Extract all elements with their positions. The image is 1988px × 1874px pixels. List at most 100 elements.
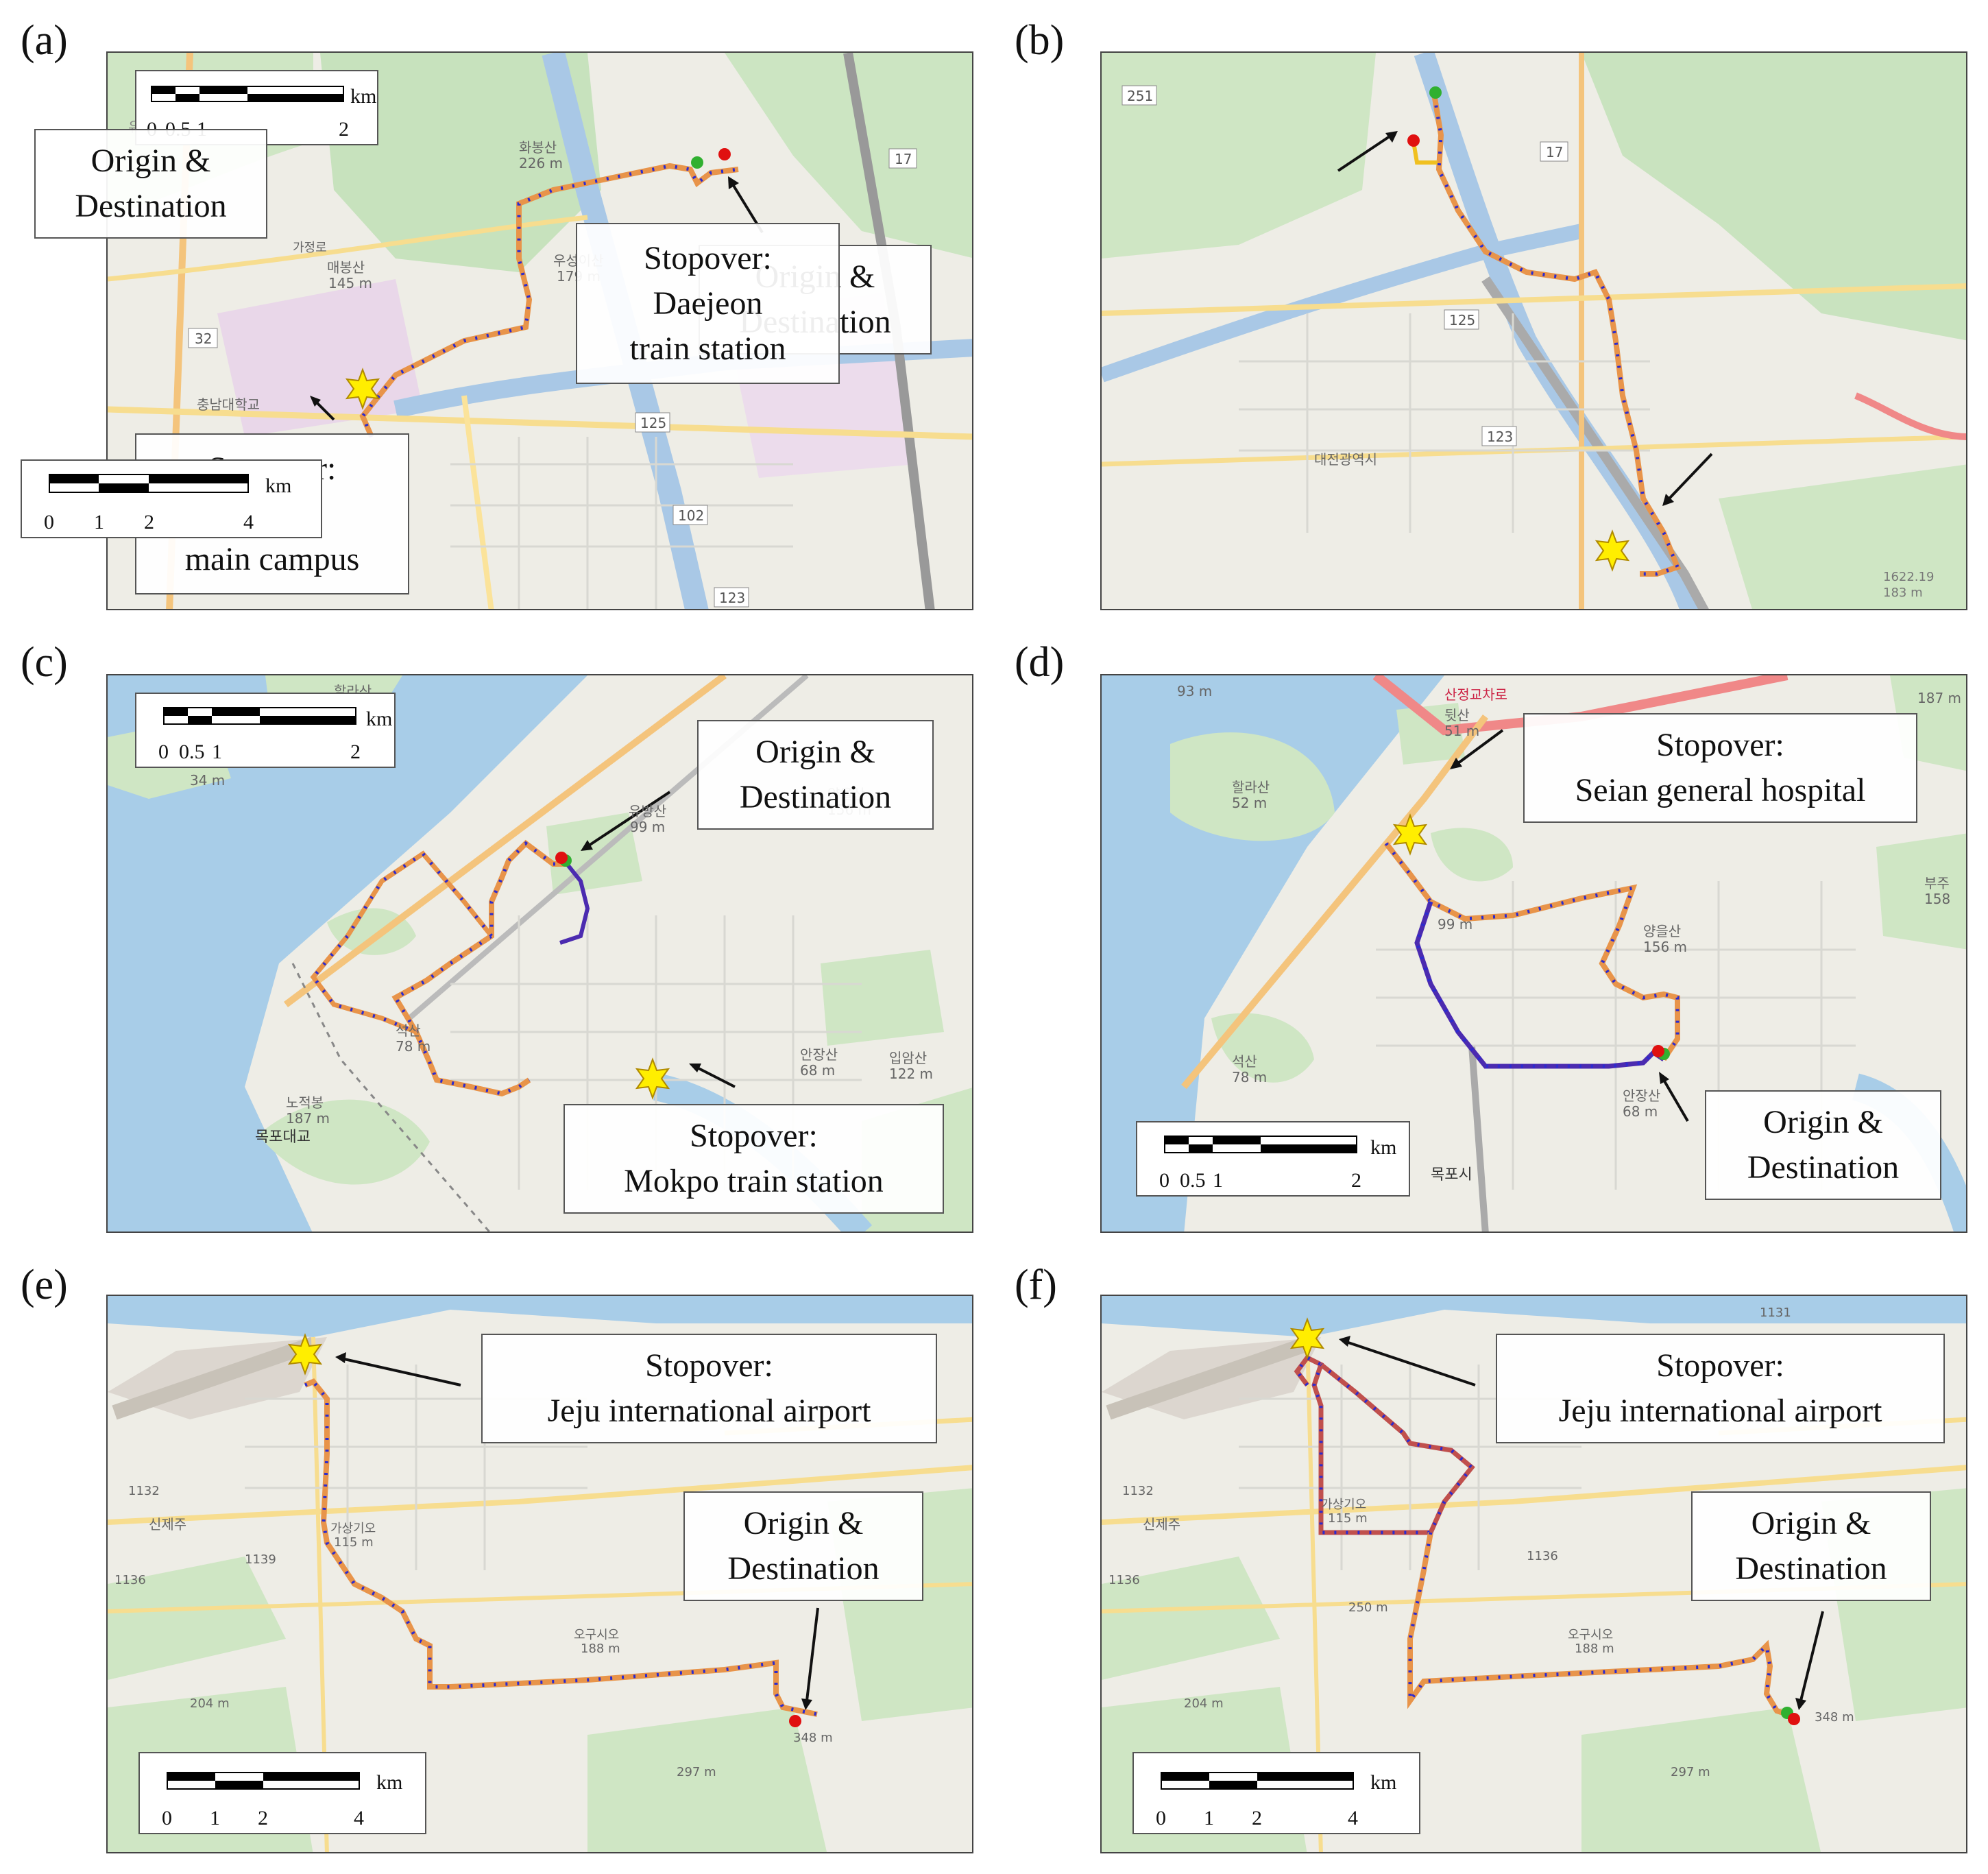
svg-text:99 m: 99 m	[1438, 916, 1472, 933]
svg-text:251: 251	[1127, 88, 1153, 104]
svg-text:목포시: 목포시	[1431, 1166, 1472, 1184]
map-panel-b[interactable]: 251 125 123 17 대전광역시 1622.19 183 m	[1100, 51, 1967, 610]
scale-bar-b: 0 1 2 4 km	[21, 459, 322, 538]
callout-line: Stopover:	[1656, 1347, 1784, 1384]
stopover-star-icon	[635, 1057, 670, 1100]
scale-tick: 2	[144, 511, 154, 533]
svg-text:1136: 1136	[1108, 1573, 1140, 1587]
callout-stopover-e: Stopover: Jeju international airport	[481, 1334, 937, 1443]
svg-text:대전광역시: 대전광역시	[1314, 451, 1377, 468]
callout-line: Origin &	[743, 1505, 864, 1541]
scale-bar-c: 0 0.5 1 2 km	[135, 693, 396, 768]
scale-tick: 0	[162, 1807, 172, 1829]
scale-tick: 0	[1159, 1169, 1169, 1192]
map-panel-f[interactable]: 1131 1132 신제주 1136 1136 가상기오 115 m 250 m…	[1100, 1295, 1967, 1853]
svg-text:78 m: 78 m	[396, 1038, 431, 1055]
svg-text:123: 123	[719, 590, 745, 606]
origin-dot	[789, 1715, 801, 1727]
svg-text:안장산: 안장산	[800, 1046, 838, 1063]
svg-text:78 m: 78 m	[1232, 1069, 1267, 1085]
route-line-c	[391, 839, 567, 1097]
svg-text:신제주: 신제주	[1143, 1516, 1180, 1533]
destination-dot	[1429, 86, 1442, 99]
svg-text:매봉산: 매봉산	[327, 259, 365, 276]
svg-text:93 m: 93 m	[1177, 683, 1212, 699]
svg-text:68 m: 68 m	[800, 1062, 835, 1079]
svg-text:187 m: 187 m	[286, 1110, 330, 1127]
scale-unit: km	[376, 1771, 403, 1794]
scale-unit: km	[366, 708, 393, 730]
svg-text:1131: 1131	[1760, 1306, 1791, 1320]
svg-text:145 m: 145 m	[328, 275, 372, 291]
stopover-star-icon	[287, 1333, 323, 1376]
svg-text:석산: 석산	[396, 1022, 421, 1039]
svg-text:250 m: 250 m	[1348, 1600, 1388, 1615]
svg-text:오구시오: 오구시오	[1568, 1628, 1613, 1642]
panel-label-b: (b)	[1015, 17, 1065, 64]
scale-tick: 0.5	[179, 741, 205, 763]
arrow-f1	[1348, 1341, 1476, 1386]
svg-text:오구시오: 오구시오	[574, 1628, 619, 1642]
scale-unit: km	[350, 85, 377, 108]
origin-dot	[555, 852, 568, 864]
svg-text:1136: 1136	[1527, 1549, 1558, 1563]
scale-bar-e: 0 1 2 4 km	[138, 1752, 426, 1834]
callout-line: Stopover:	[645, 1347, 773, 1384]
svg-text:안장산: 안장산	[1623, 1088, 1660, 1104]
route-line-d	[1383, 841, 1680, 1061]
callout-line: Destination	[727, 1550, 880, 1587]
map-panel-c[interactable]: 유방산 99 m 양을산 156 m 석산 78 m 안장산 68 m 입암산 …	[106, 674, 973, 1233]
svg-text:348 m: 348 m	[1815, 1710, 1854, 1725]
panel-label-d: (d)	[1015, 639, 1065, 686]
svg-text:17: 17	[895, 151, 912, 167]
callout-stopover-f: Stopover: Jeju international airport	[1496, 1334, 1945, 1443]
svg-text:뒷산: 뒷산	[1444, 707, 1470, 723]
scale-tick: 4	[354, 1807, 364, 1829]
callout-line: Seian general hospital	[1575, 772, 1866, 808]
scale-tick: 0.5	[1180, 1169, 1206, 1192]
svg-text:신제주: 신제주	[149, 1516, 186, 1533]
callout-stopover-c: Stopover: Mokpo train station	[563, 1104, 944, 1214]
svg-text:158: 158	[1924, 891, 1950, 907]
svg-text:노적봉: 노적봉	[286, 1094, 324, 1111]
callout-origin-destination-d: Origin & Destination	[1705, 1090, 1941, 1200]
scale-tick: 1	[212, 741, 222, 763]
origin-dot	[1407, 134, 1420, 147]
callout-line: main campus	[184, 540, 360, 577]
scale-tick: 4	[1348, 1807, 1358, 1829]
svg-text:123: 123	[1487, 429, 1513, 445]
callout-origin-destination-b: Origin & Destination	[34, 129, 267, 239]
scale-tick: 2	[1351, 1169, 1361, 1192]
svg-text:석산: 석산	[1232, 1053, 1257, 1070]
route-line-a	[359, 163, 739, 438]
callout-origin-destination-f: Origin & Destination	[1691, 1491, 1931, 1601]
panel-label-e: (e)	[21, 1262, 68, 1308]
svg-text:양을산: 양을산	[1643, 923, 1681, 939]
callout-line: Origin &	[755, 734, 875, 770]
arrow-e2	[805, 1607, 819, 1701]
map-panel-d[interactable]: 산정교차로 뒷산 51 m 할라산 52 m 99 m 양을산 156 m 석산…	[1100, 674, 1967, 1233]
origin-dot	[1652, 1045, 1664, 1057]
svg-text:17: 17	[1546, 144, 1563, 160]
arrow-e1	[343, 1358, 461, 1386]
panel-label-f: (f)	[1015, 1262, 1057, 1308]
svg-text:156 m: 156 m	[1643, 939, 1687, 955]
callout-line: train station	[629, 330, 786, 367]
panel-label-c: (c)	[21, 639, 68, 686]
callout-line: Jeju international airport	[547, 1393, 871, 1429]
arrow-f2	[1799, 1611, 1824, 1701]
callout-line: Origin &	[90, 143, 211, 179]
callout-stopover-b: Stopover: Daejeon train station	[576, 223, 840, 384]
map-panel-e[interactable]: 1132 신제주 1136 1139 가상기오 115 m 오구시오 188 m…	[106, 1295, 973, 1853]
arrow-d2	[1662, 1079, 1689, 1122]
svg-text:188 m: 188 m	[581, 1642, 620, 1656]
svg-text:1622.19: 1622.19	[1883, 570, 1934, 584]
svg-text:가상기오: 가상기오	[330, 1522, 376, 1536]
scale-tick: 1	[210, 1807, 220, 1829]
svg-text:183 m: 183 m	[1883, 586, 1923, 600]
svg-text:가상기오: 가상기오	[1321, 1498, 1366, 1512]
arrow-a2	[315, 401, 335, 421]
callout-origin-destination-e: Origin & Destination	[683, 1491, 923, 1601]
svg-text:187 m: 187 m	[1917, 690, 1961, 706]
svg-text:부주: 부주	[1924, 875, 1950, 891]
